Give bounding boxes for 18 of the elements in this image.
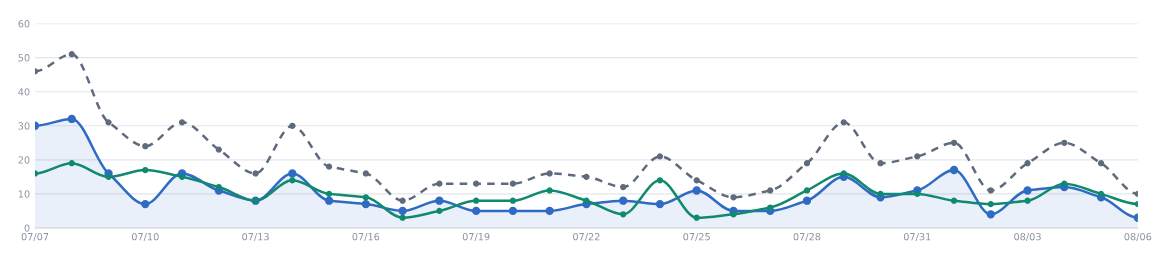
x-tick-label: 07/28	[793, 232, 821, 242]
y-tick-label: 10	[18, 190, 30, 198]
x-tick-label: 07/19	[462, 232, 490, 242]
x-tick-label: 07/07	[21, 232, 49, 242]
y-tick-label: 0	[24, 224, 30, 232]
x-tick-label: 07/22	[573, 232, 600, 242]
x-tick-label: 07/31	[903, 232, 931, 242]
y-tick-label: 20	[18, 156, 30, 164]
x-tick-label: 07/10	[131, 232, 159, 242]
x-tick-label: 07/13	[242, 232, 269, 242]
y-tick-label: 60	[18, 20, 30, 28]
y-tick-label: 30	[18, 122, 30, 130]
x-tick-label: 08/03	[1014, 232, 1041, 242]
x-tick-label: 07/16	[352, 232, 380, 242]
x-tick-label: 07/25	[683, 232, 710, 242]
y-tick-label: 50	[18, 54, 30, 62]
x-tick-label: 08/06	[1124, 232, 1152, 242]
y-tick-label: 40	[18, 88, 30, 96]
